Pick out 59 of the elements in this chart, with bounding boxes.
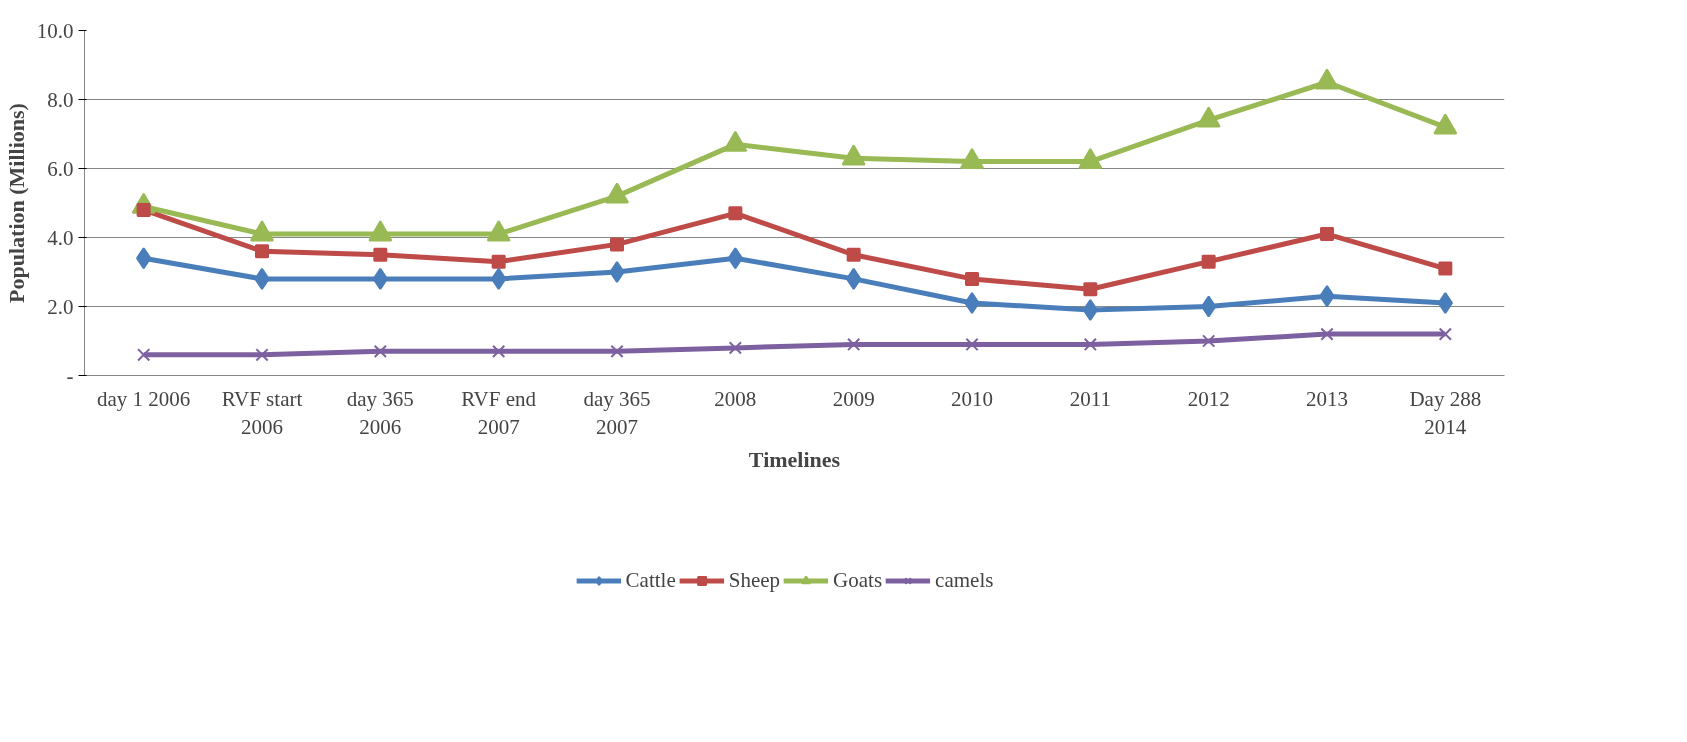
point [1202,334,1216,348]
x-axis-title: Timelines [748,447,841,473]
point [1083,282,1098,297]
point [255,348,269,362]
y-tick-label: 2.0 [47,294,74,319]
x-tick-label: 2009 [832,386,875,411]
point [728,341,742,355]
point [368,220,393,242]
point [1433,113,1458,135]
point [610,344,624,359]
point [255,244,269,259]
point [1201,254,1216,269]
y-tick-label: 4.0 [47,225,74,250]
point [723,130,748,152]
x-tick-label: day 1 2006 [97,386,191,411]
point [609,261,625,283]
x-tick-label: 2013 [1306,386,1348,411]
point [492,344,506,359]
legend-label: Sheep [728,567,781,593]
x-tick-label: 2011 [1069,386,1111,411]
point [250,220,274,242]
point [1320,227,1334,242]
point [846,247,861,262]
point [1083,337,1097,352]
point [965,337,979,352]
legend-label: camels [935,567,994,593]
point [491,254,506,269]
point [1438,327,1452,341]
point [1196,106,1221,128]
x-tick-label: 2008 [714,386,757,411]
x-tick-label: 2010 [951,386,993,411]
x-tick-label: Day 288 2014 [1409,386,1482,440]
point [1320,327,1334,341]
legend-label: Goats [833,567,883,593]
point [1315,68,1339,90]
point [137,348,151,362]
point [605,182,629,204]
point [373,247,388,262]
x-tick-label: day 365 2007 [583,386,651,440]
y-tick-label: - [66,363,74,388]
point [960,147,984,169]
y-tick-label: 10.0 [36,18,74,43]
y-tick-label: 6.0 [47,156,74,181]
y-tick-label: 8.0 [47,87,74,112]
point [373,344,387,359]
point [486,220,511,242]
x-tick-label: day 365 2006 [346,386,414,440]
point [1438,261,1453,276]
point [610,237,624,252]
legend-label: Cattle [625,567,676,593]
y-axis-title: Population (Millions) [3,103,29,303]
point [965,271,979,286]
point [1078,147,1103,169]
point [841,144,866,166]
point [728,206,743,221]
point [847,337,861,352]
x-tick-label: 2012 [1187,386,1230,411]
x-tick-label: RVF end 2007 [461,386,537,440]
x-tick-label: RVF start 2006 [221,386,303,440]
